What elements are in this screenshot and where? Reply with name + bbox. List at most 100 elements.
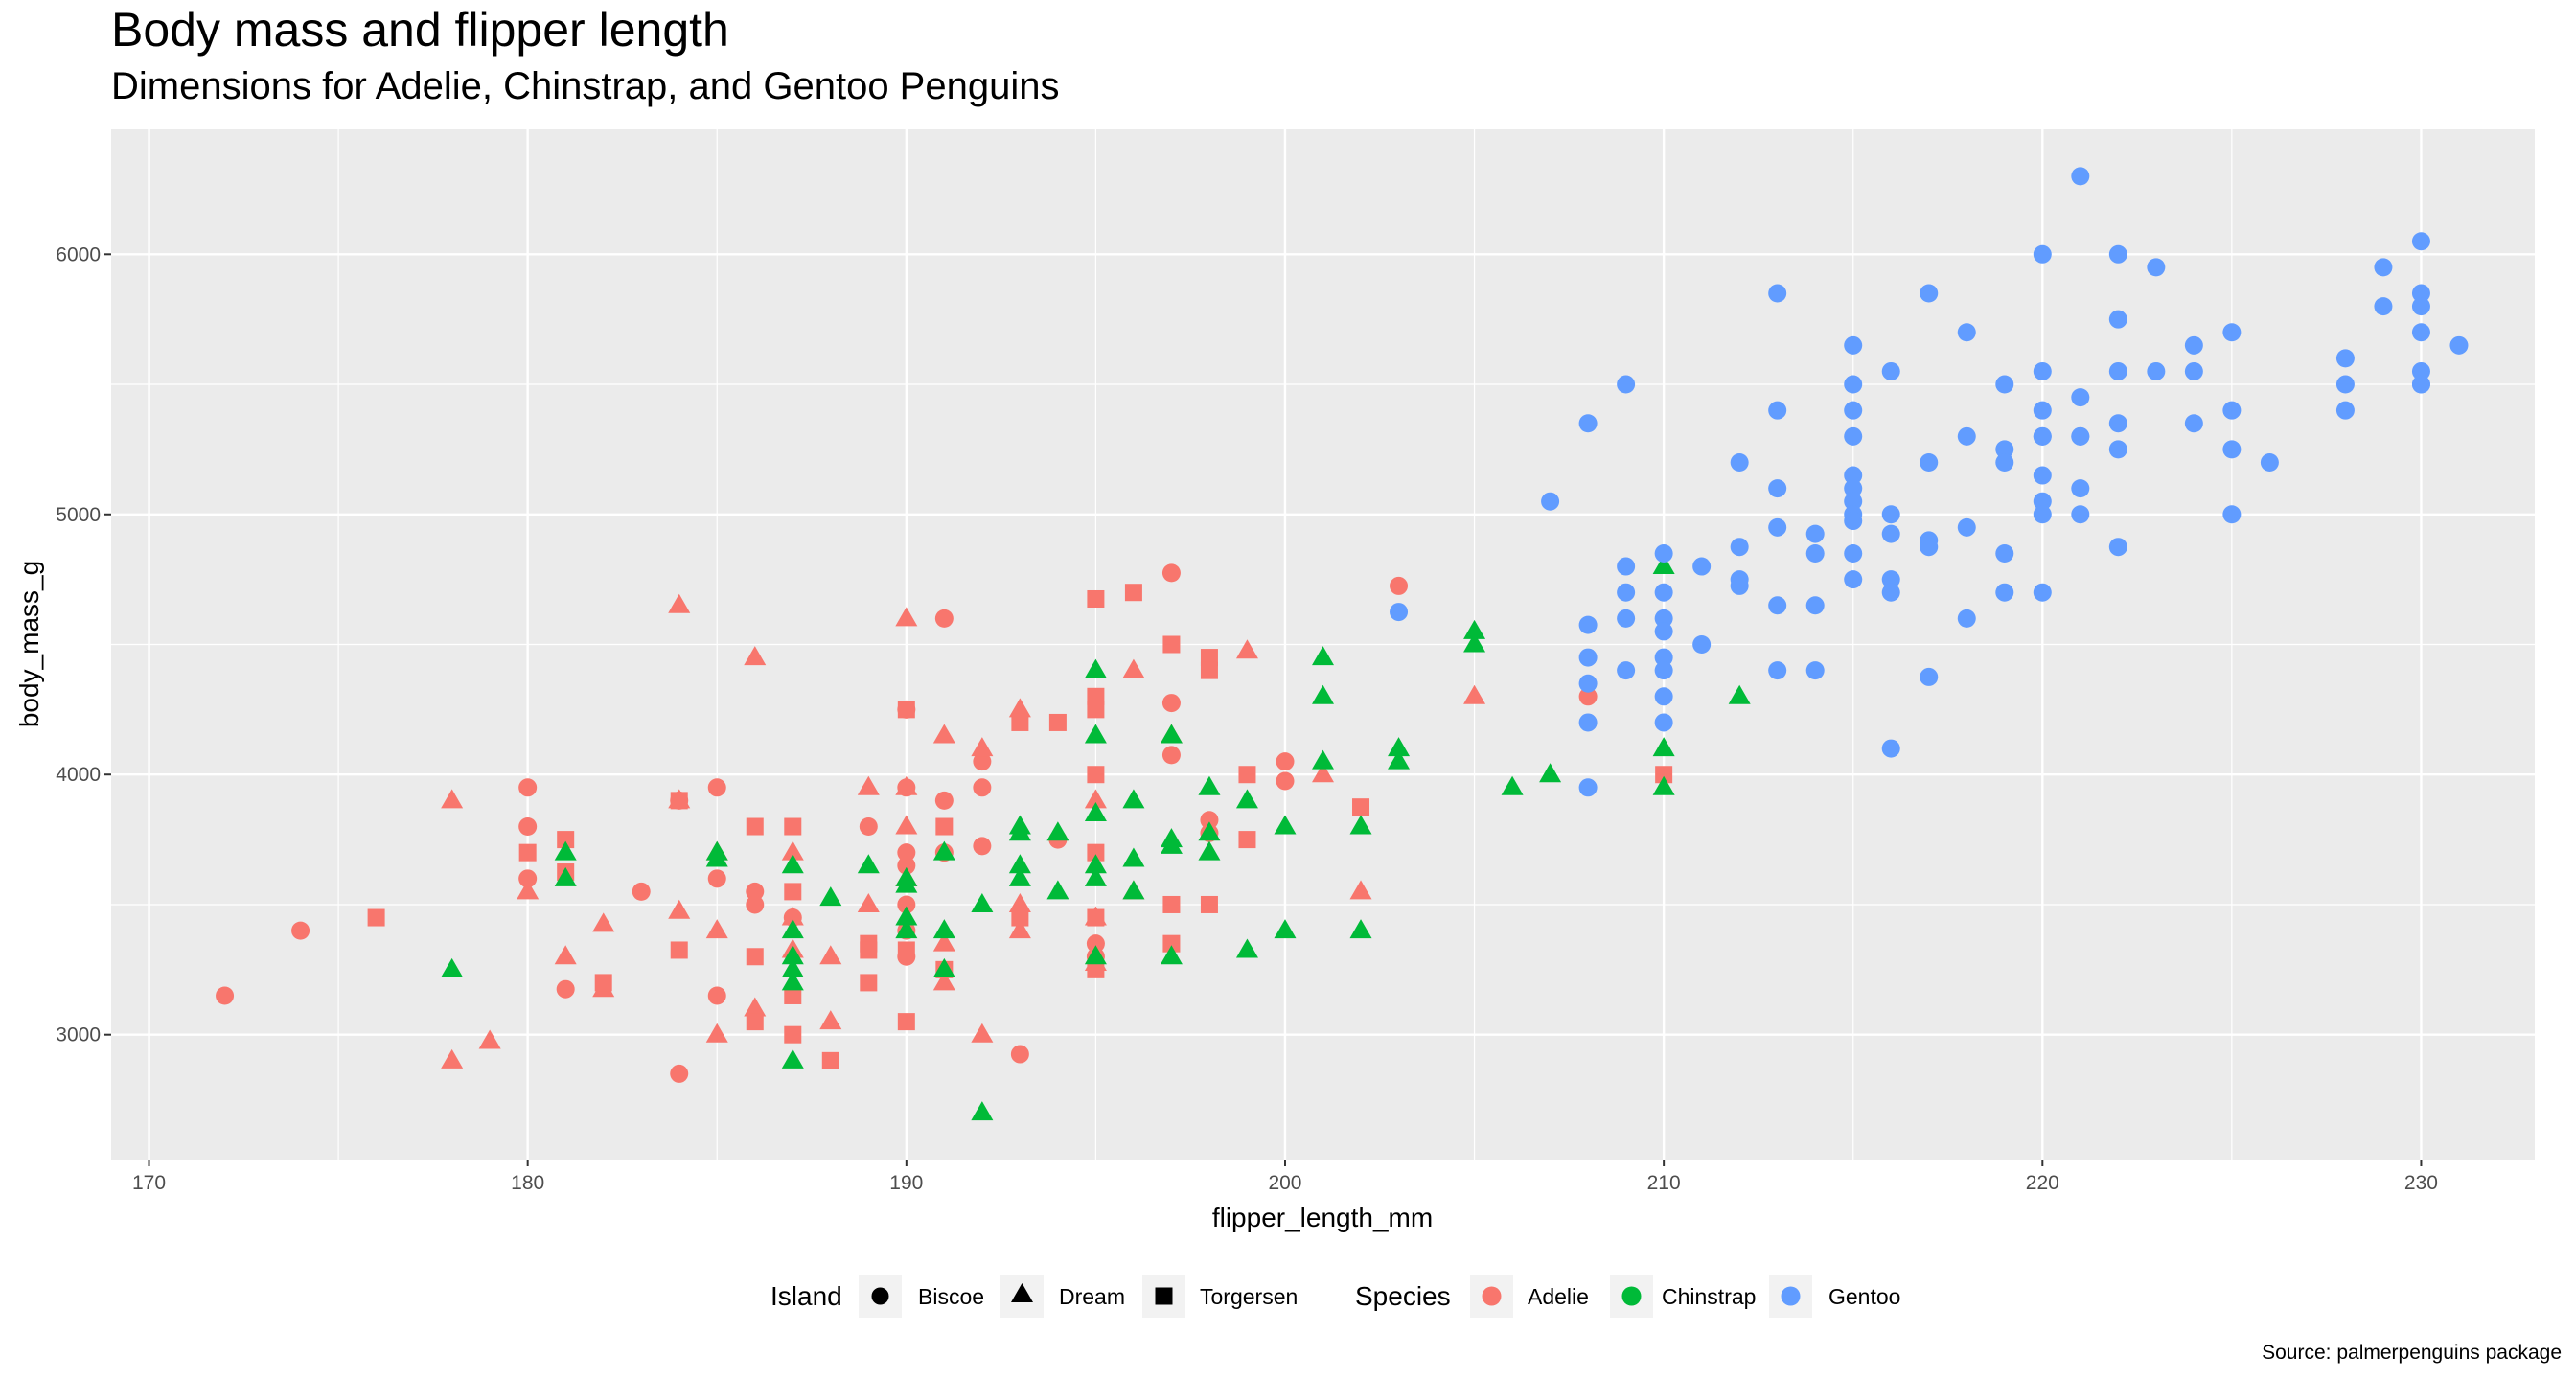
point-gentoo-biscoe	[1654, 661, 1673, 680]
point-adelie-torgersen	[746, 817, 764, 836]
point-adelie-biscoe	[632, 882, 651, 901]
point-adelie-biscoe	[1276, 771, 1295, 791]
gentoo-color-icon	[1781, 1286, 1801, 1306]
x-tick-label: 190	[889, 1172, 923, 1194]
point-chinstrap-dream	[1198, 775, 1221, 795]
point-chinstrap-dream	[895, 919, 918, 939]
point-adelie-biscoe	[934, 609, 954, 628]
point-chinstrap-dream	[819, 886, 842, 907]
legend-item-adelie: Adelie	[1470, 1275, 1589, 1318]
point-adelie-biscoe	[1162, 564, 1181, 583]
point-gentoo-biscoe	[2033, 244, 2052, 264]
point-gentoo-biscoe	[2071, 505, 2090, 524]
point-adelie-torgersen	[1011, 908, 1029, 927]
point-adelie-torgersen	[1087, 908, 1105, 927]
point-gentoo-biscoe	[1995, 543, 2014, 563]
point-gentoo-biscoe	[1692, 557, 1712, 576]
point-adelie-dream	[819, 945, 842, 965]
point-adelie-biscoe	[973, 752, 992, 771]
point-adelie-torgersen	[1238, 831, 1256, 849]
point-chinstrap-dream	[1274, 919, 1297, 939]
point-gentoo-biscoe	[2335, 401, 2355, 420]
point-chinstrap-dream	[781, 854, 804, 874]
point-chinstrap-dream	[1235, 789, 1258, 809]
y-axis-title: body_mass_g	[14, 561, 44, 727]
point-chinstrap-dream	[1198, 821, 1221, 841]
point-adelie-dream	[592, 912, 615, 932]
point-gentoo-biscoe	[1806, 596, 1825, 615]
point-chinstrap-dream	[1312, 646, 1334, 666]
point-chinstrap-dream	[781, 1048, 804, 1069]
point-chinstrap-dream	[1122, 789, 1145, 809]
point-chinstrap-dream	[1046, 821, 1070, 841]
point-gentoo-biscoe	[1768, 518, 1787, 537]
point-gentoo-biscoe	[1881, 505, 1900, 524]
legend-item-gentoo: Gentoo	[1769, 1275, 1900, 1318]
point-adelie-torgersen	[784, 1025, 802, 1044]
point-chinstrap-dream	[932, 840, 955, 861]
point-gentoo-biscoe	[1654, 687, 1673, 706]
point-chinstrap-dream	[1463, 619, 1486, 639]
point-adelie-biscoe	[707, 986, 726, 1005]
legend-label-biscoe: Biscoe	[918, 1284, 984, 1309]
point-adelie-torgersen	[1200, 895, 1218, 913]
x-tick-label: 180	[511, 1172, 544, 1194]
point-gentoo-biscoe	[1806, 661, 1825, 680]
point-adelie-biscoe	[934, 791, 954, 810]
point-chinstrap-dream	[1084, 945, 1107, 965]
point-adelie-biscoe	[859, 817, 878, 837]
point-adelie-torgersen	[1087, 960, 1105, 978]
point-adelie-biscoe	[707, 869, 726, 888]
point-chinstrap-dream	[1122, 880, 1145, 900]
x-axis-title: flipper_length_mm	[1212, 1203, 1433, 1232]
point-adelie-dream	[1008, 698, 1031, 718]
point-adelie-dream	[668, 899, 691, 919]
point-gentoo-biscoe	[1844, 401, 1863, 420]
point-gentoo-biscoe	[1806, 524, 1825, 543]
point-gentoo-biscoe	[2033, 505, 2052, 524]
point-gentoo-biscoe	[1654, 622, 1673, 641]
point-gentoo-biscoe	[1390, 603, 1409, 622]
point-adelie-dream	[441, 789, 464, 809]
point-adelie-biscoe	[1162, 746, 1181, 765]
point-adelie-biscoe	[216, 986, 235, 1005]
point-chinstrap-dream	[1046, 880, 1070, 900]
point-gentoo-biscoe	[1654, 583, 1673, 602]
point-adelie-torgersen	[670, 792, 688, 810]
point-gentoo-biscoe	[1844, 512, 1863, 531]
point-gentoo-biscoe	[1692, 635, 1712, 654]
point-adelie-biscoe	[1010, 1045, 1029, 1064]
point-adelie-torgersen	[594, 974, 612, 992]
legend-label-chinstrap: Chinstrap	[1662, 1284, 1756, 1309]
point-adelie-torgersen	[367, 908, 385, 927]
point-adelie-torgersen	[1162, 934, 1181, 953]
point-chinstrap-dream	[971, 1101, 994, 1121]
legend-item-chinstrap: Chinstrap	[1610, 1275, 1756, 1318]
point-adelie-torgersen	[1087, 766, 1105, 784]
point-adelie-biscoe	[1578, 687, 1598, 706]
point-adelie-torgersen	[1162, 895, 1181, 913]
point-gentoo-biscoe	[2108, 414, 2128, 433]
point-gentoo-biscoe	[1654, 543, 1673, 563]
point-chinstrap-dream	[895, 873, 918, 893]
point-chinstrap-dream	[554, 840, 577, 861]
point-adelie-dream	[781, 906, 804, 926]
point-adelie-biscoe	[746, 895, 765, 914]
point-gentoo-biscoe	[2222, 505, 2242, 524]
x-tick-label: 230	[2404, 1172, 2438, 1194]
point-adelie-torgersen	[1087, 589, 1105, 608]
point-gentoo-biscoe	[2147, 361, 2166, 380]
point-adelie-dream	[554, 945, 577, 965]
point-gentoo-biscoe	[1920, 284, 1939, 303]
point-chinstrap-dream	[1008, 821, 1031, 841]
point-gentoo-biscoe	[2033, 361, 2052, 380]
point-adelie-torgersen	[897, 701, 915, 719]
point-adelie-biscoe	[556, 979, 575, 999]
x-tick-label: 210	[1647, 1172, 1681, 1194]
point-adelie-torgersen	[935, 817, 954, 836]
point-adelie-dream	[932, 932, 955, 952]
point-adelie-torgersen	[1238, 766, 1256, 784]
chart-subtitle: Dimensions for Adelie, Chinstrap, and Ge…	[111, 65, 1060, 107]
point-chinstrap-dream	[781, 919, 804, 939]
point-gentoo-biscoe	[1920, 538, 1939, 557]
